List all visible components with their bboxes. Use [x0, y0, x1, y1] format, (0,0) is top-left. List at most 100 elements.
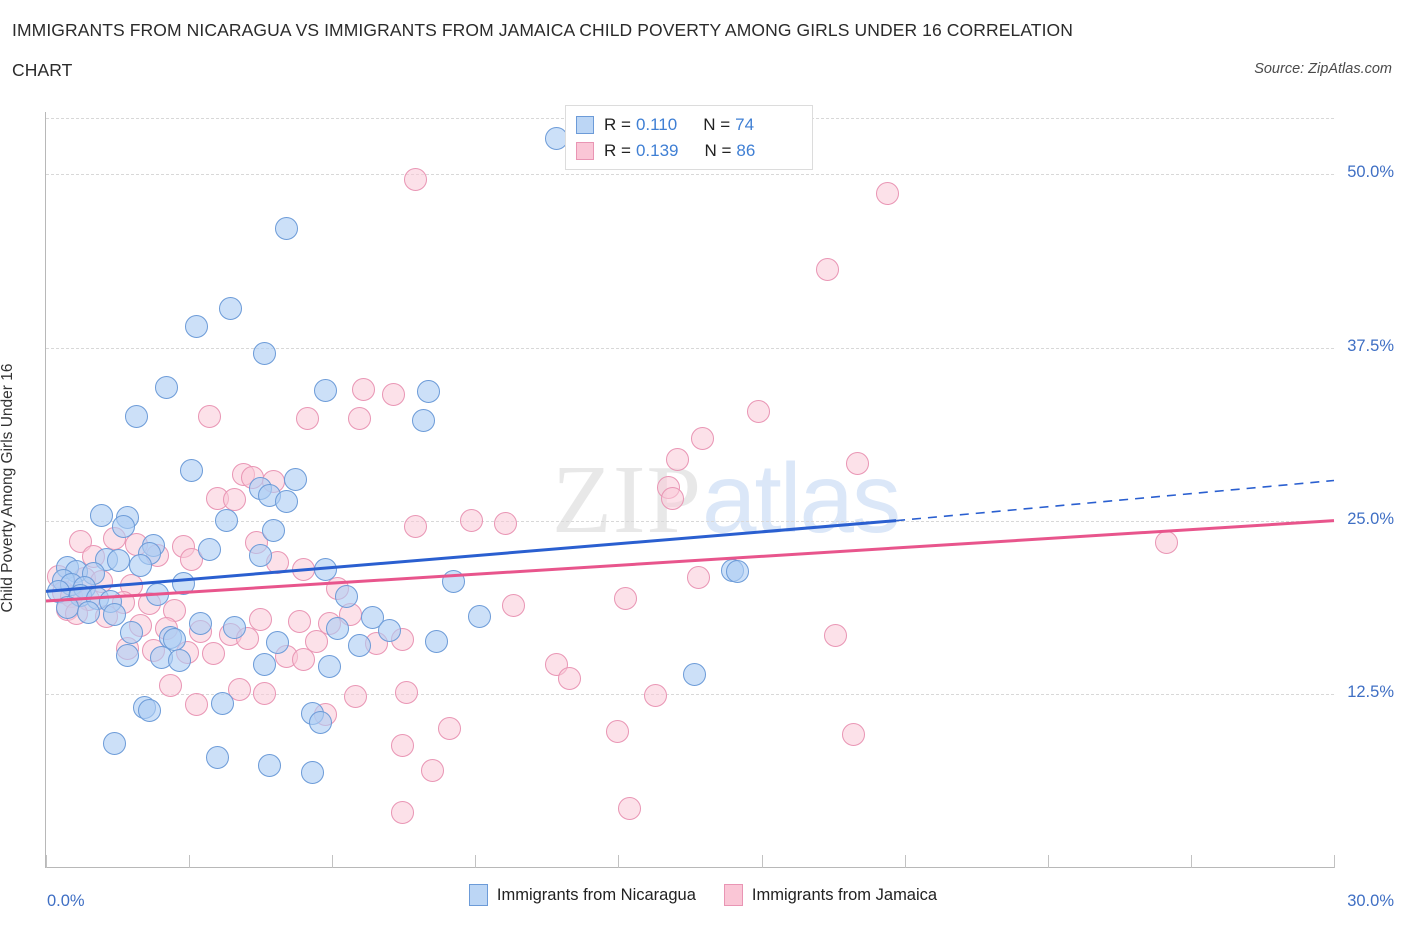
- scatter-point: [253, 682, 277, 706]
- x-axis-line: [45, 867, 1335, 868]
- scatter-point: [618, 797, 642, 821]
- scatter-point: [459, 509, 483, 533]
- scatter-point: [347, 406, 371, 430]
- legend-item-nicaragua[interactable]: Immigrants from Nicaragua: [468, 884, 696, 906]
- scatter-point: [420, 758, 444, 782]
- legend-item-jamaica[interactable]: Immigrants from Jamaica: [723, 884, 938, 906]
- y-axis-tick-label: 25.0%: [1347, 509, 1394, 528]
- legend-swatch-jamaica: [723, 884, 743, 906]
- chart-legend: Immigrants from Nicaragua Immigrants fro…: [0, 884, 1406, 906]
- scatter-point: [661, 487, 685, 510]
- scatter-point: [317, 654, 341, 678]
- y-axis-tick-label: 12.5%: [1347, 682, 1394, 701]
- legend-label-jamaica: Immigrants from Jamaica: [751, 885, 938, 904]
- r-value-nicaragua: 0.110: [635, 115, 678, 134]
- x-axis-tick: [1190, 855, 1192, 868]
- x-axis-tick: [1334, 855, 1335, 868]
- scatter-point: [266, 631, 290, 655]
- scatter-point: [815, 258, 839, 282]
- scatter-point: [747, 399, 771, 423]
- scatter-point: [274, 489, 298, 513]
- scatter-point: [644, 683, 668, 707]
- correlation-stats-box: R = 0.110 N = 74 R = 0.139 N = 86: [565, 105, 813, 170]
- scatter-point: [274, 216, 298, 240]
- scatter-point: [227, 678, 251, 702]
- n-value-jamaica: 86: [736, 141, 756, 160]
- scatter-point: [313, 378, 337, 402]
- scatter-point: [253, 653, 277, 677]
- scatter-point: [201, 642, 225, 666]
- gridline: [46, 347, 1334, 349]
- scatter-point: [845, 452, 869, 476]
- x-axis-tick: [332, 855, 334, 868]
- scatter-point: [682, 662, 706, 686]
- scatter-point: [253, 341, 277, 365]
- scatter-point: [184, 315, 208, 339]
- scatter-point: [116, 643, 140, 667]
- scatter-point: [403, 168, 427, 192]
- scatter-point: [824, 624, 848, 648]
- series-color-swatch-jamaica: [576, 142, 594, 160]
- n-value-nicaragua: 74: [735, 115, 755, 134]
- scatter-point: [257, 754, 281, 778]
- scatter-point: [395, 680, 419, 704]
- scatter-point: [309, 711, 333, 735]
- scatter-point: [77, 600, 101, 624]
- x-axis-tick: [46, 855, 47, 868]
- plot-area: ZIPatlas: [45, 112, 1335, 867]
- scatter-point: [124, 405, 148, 429]
- gridline: [46, 693, 1334, 695]
- scatter-point: [249, 543, 273, 567]
- scatter-point: [326, 617, 350, 641]
- scatter-point: [665, 448, 689, 472]
- scatter-point: [128, 553, 152, 577]
- scatter-point: [287, 610, 311, 634]
- scatter-point: [197, 538, 221, 562]
- scatter-point: [154, 376, 178, 400]
- scatter-point: [360, 606, 384, 630]
- n-label-jamaica: N =: [704, 141, 732, 160]
- chart-title-line-1: IMMIGRANTS FROM NICARAGUA VS IMMIGRANTS …: [12, 20, 1074, 40]
- scatter-point: [223, 488, 247, 512]
- scatter-point: [390, 801, 414, 825]
- y-axis-line: [45, 112, 46, 868]
- x-axis-tick: [475, 855, 477, 868]
- scatter-point: [283, 467, 307, 491]
- source-attribution: Source: ZipAtlas.com: [1254, 61, 1392, 77]
- scatter-point: [614, 586, 638, 610]
- gridline: [46, 520, 1334, 522]
- scatter-point: [296, 406, 320, 430]
- scatter-point: [137, 698, 161, 722]
- scatter-point: [304, 629, 328, 653]
- legend-label-nicaragua: Immigrants from Nicaragua: [496, 885, 696, 904]
- legend-swatch-nicaragua: [468, 884, 488, 906]
- scatter-point: [493, 511, 517, 535]
- scatter-point: [210, 692, 234, 716]
- scatter-point: [412, 409, 436, 433]
- scatter-point: [841, 722, 865, 746]
- scatter-point: [403, 514, 427, 538]
- scatter-point: [103, 732, 127, 756]
- stats-row-nicaragua: R = 0.110 N = 74: [576, 112, 802, 138]
- scatter-point: [189, 611, 213, 635]
- x-axis-tick: [618, 855, 620, 868]
- scatter-point: [558, 667, 582, 691]
- scatter-point: [300, 761, 324, 785]
- scatter-point: [502, 593, 526, 617]
- trendlines: [45, 479, 1335, 603]
- scatter-point: [184, 693, 208, 717]
- scatter-point: [691, 427, 715, 451]
- scatter-point: [171, 571, 195, 595]
- scatter-point: [725, 560, 749, 584]
- scatter-point: [468, 604, 492, 628]
- scatter-point: [335, 585, 359, 609]
- r-value-jamaica: 0.139: [635, 141, 679, 160]
- x-axis-tick: [189, 855, 191, 868]
- trendline-nicaragua-solid: [45, 519, 897, 593]
- scatter-point: [292, 647, 316, 671]
- x-axis-max-label: 30.0%: [1347, 892, 1394, 910]
- series-color-swatch-nicaragua: [576, 116, 594, 134]
- scatter-point: [206, 746, 230, 770]
- scatter-point: [347, 633, 371, 657]
